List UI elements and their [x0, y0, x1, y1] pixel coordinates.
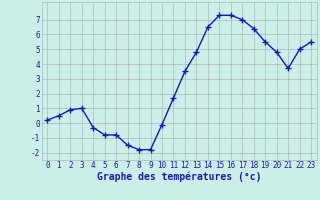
- X-axis label: Graphe des températures (°c): Graphe des températures (°c): [97, 172, 261, 182]
